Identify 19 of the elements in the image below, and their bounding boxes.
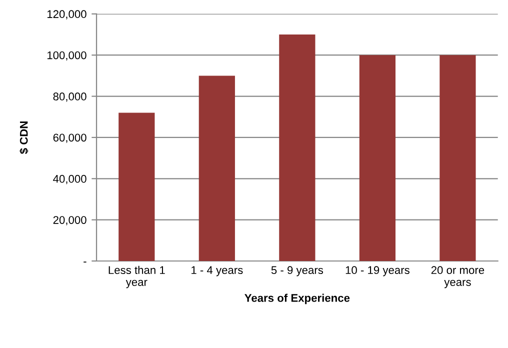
bar [440, 55, 476, 261]
x-tick-label: 5 - 9 years [271, 266, 324, 276]
x-tick-label: Less than 1 year [108, 266, 165, 288]
y-axis-title: $ CDN [19, 122, 28, 154]
y-tick-label: 120,000 [47, 10, 86, 20]
bar [118, 112, 155, 261]
x-axis-title: Years of Experience [244, 294, 350, 304]
x-tick-label: 10 - 19 years [346, 266, 410, 276]
bar [359, 55, 396, 261]
bar [279, 34, 316, 261]
x-tick-label: 20 or more years [431, 266, 484, 288]
y-tick-label: - [84, 262, 86, 263]
y-tick-label: 40,000 [53, 174, 86, 184]
x-tick-label: 1 - 4 years [192, 266, 243, 276]
bar [198, 76, 235, 261]
y-tick-label: 20,000 [53, 216, 86, 226]
y-tick-label: 60,000 [53, 134, 86, 143]
y-tick-label: 100,000 [47, 51, 86, 61]
y-tick-label: 80,000 [53, 92, 86, 102]
